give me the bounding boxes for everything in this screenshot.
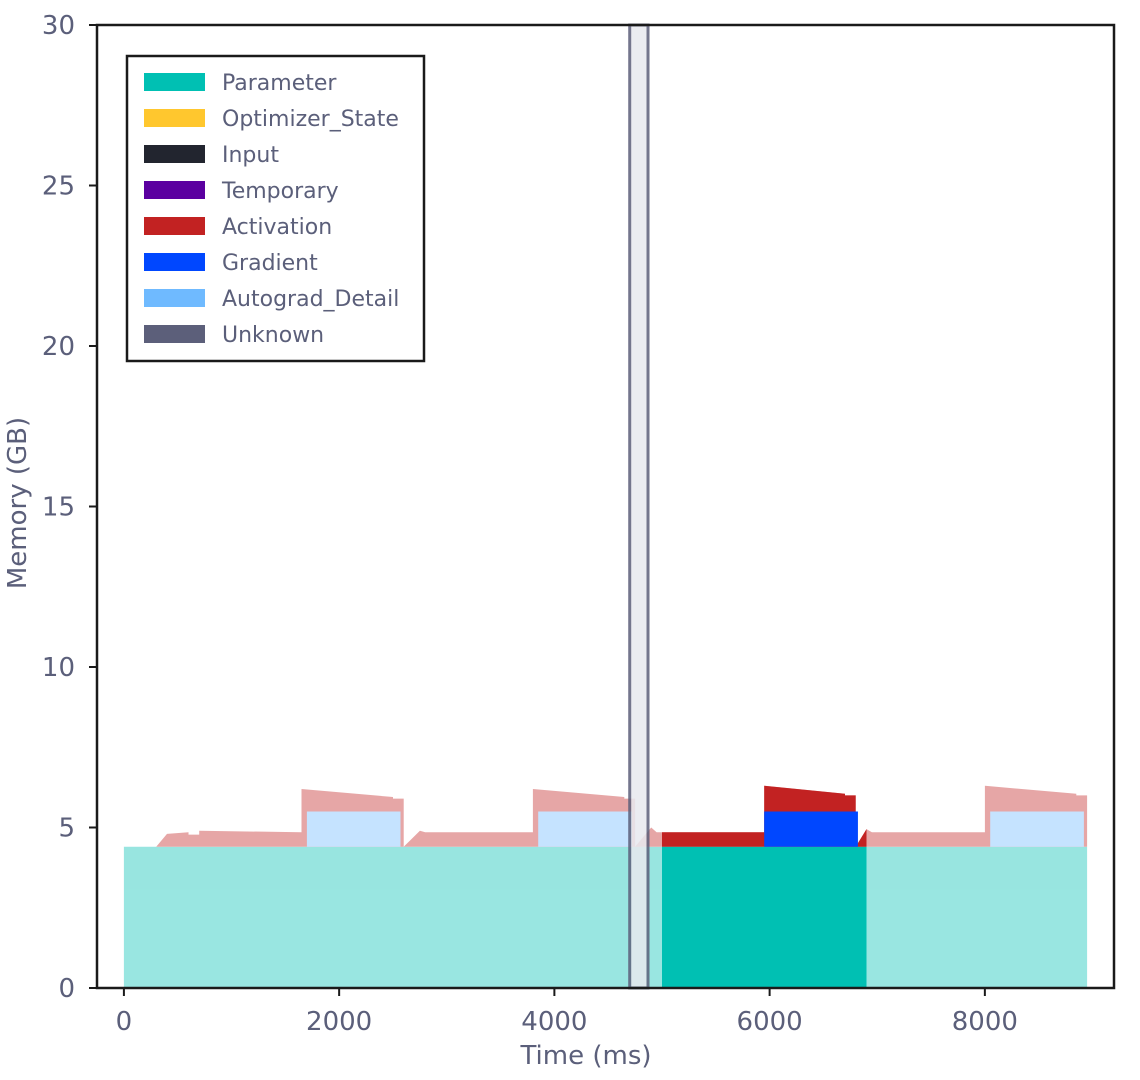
- y-tick-label: 10: [42, 653, 75, 683]
- legend-label: Unknown: [222, 323, 324, 348]
- x-tick-label: 8000: [952, 1007, 1018, 1037]
- legend-item-gradient[interactable]: Gradient: [144, 251, 318, 276]
- legend: Parameter Optimizer_State Input Temporary Ac…: [125, 54, 426, 363]
- x-tick-label: 4000: [521, 1007, 587, 1037]
- x-tick-label: 2000: [306, 1007, 372, 1037]
- legend-swatch: [144, 181, 205, 199]
- legend-box: [125, 54, 426, 363]
- x-axis-title: Time (ms): [519, 1041, 651, 1071]
- y-axis-title: Memory (GB): [3, 417, 33, 589]
- legend-item-input[interactable]: Input: [144, 143, 279, 168]
- x-tick-label: 0: [116, 1007, 133, 1037]
- legend-item-temporary[interactable]: Temporary: [144, 179, 339, 204]
- legend-item-optimizer-state[interactable]: Optimizer_State: [144, 107, 399, 132]
- area-parameter-0-dimmed: [123, 846, 1088, 988]
- x-tick-label: 6000: [737, 1007, 803, 1037]
- y-tick-label: 20: [42, 332, 75, 362]
- y-tick-label: 0: [58, 974, 75, 1004]
- legend-label: Parameter: [222, 71, 337, 96]
- legend-item-parameter[interactable]: Parameter: [144, 71, 337, 96]
- y-tick-label: 25: [42, 172, 75, 202]
- legend-swatch: [144, 325, 205, 343]
- legend-item-unknown[interactable]: Unknown: [144, 323, 324, 348]
- area-parameter-0: [662, 846, 867, 988]
- legend-label: Autograd_Detail: [222, 287, 399, 312]
- y-tick-label: 15: [42, 493, 75, 523]
- legend-swatch: [144, 253, 205, 271]
- legend-swatch: [144, 289, 205, 307]
- legend-item-activation[interactable]: Activation: [144, 215, 332, 240]
- y-tick-label: 30: [42, 11, 75, 41]
- y-tick-label: 5: [58, 814, 75, 844]
- area-autograd-detail-3-dimmed: [538, 811, 632, 847]
- legend-swatch: [144, 109, 205, 127]
- y-axis: 0 5 10 15 20 25 30: [42, 11, 97, 1004]
- legend-label: Optimizer_State: [222, 107, 399, 132]
- legend-swatch: [144, 217, 205, 235]
- legend-label: Gradient: [222, 251, 318, 276]
- series-dimmed-layer: [123, 785, 1088, 988]
- legend-swatch: [144, 73, 205, 91]
- area-autograd-detail-5-dimmed: [990, 811, 1084, 847]
- legend-swatch: [144, 145, 205, 163]
- legend-label: Activation: [222, 215, 332, 240]
- legend-label: Input: [222, 143, 279, 168]
- x-axis: 0 2000 4000 6000 8000: [116, 988, 1018, 1037]
- area-autograd-detail-2-dimmed: [306, 811, 401, 847]
- area-gradient-4: [764, 811, 858, 847]
- legend-item-autograd-detail[interactable]: Autograd_Detail: [144, 287, 399, 312]
- series-highlight-layer: [662, 785, 867, 988]
- legend-label: Temporary: [221, 179, 339, 204]
- time-selection-band[interactable]: [628, 23, 650, 990]
